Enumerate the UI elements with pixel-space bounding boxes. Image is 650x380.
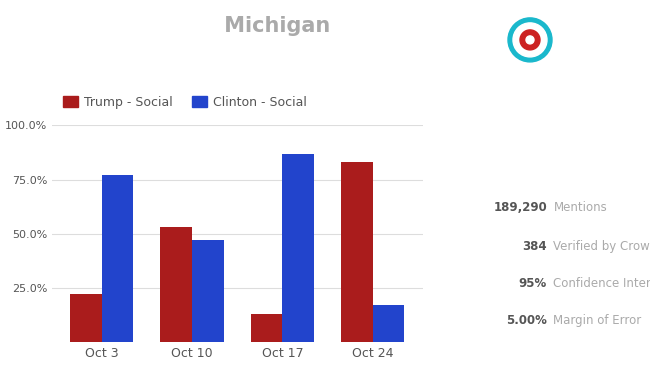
- Bar: [251, 314, 283, 342]
- Text: Trump vs Clinton: Trump vs Clinton: [12, 16, 210, 36]
- Circle shape: [526, 36, 534, 44]
- Circle shape: [520, 30, 540, 50]
- Bar: [70, 294, 101, 342]
- Text: Oct 3 - Oct 30 (by week): Oct 3 - Oct 30 (by week): [12, 56, 173, 69]
- Text: Verified by Crowd: Verified by Crowd: [554, 240, 650, 253]
- Text: 95%: 95%: [519, 277, 547, 290]
- Text: Margin of Error: Margin of Error: [554, 314, 642, 327]
- Legend: Trump - Social, Clinton - Social: Trump - Social, Clinton - Social: [58, 91, 312, 114]
- Text: BrandsEye: BrandsEye: [558, 32, 649, 48]
- Bar: [283, 154, 314, 342]
- Text: 189,290: 189,290: [493, 201, 547, 214]
- Text: 5.00%: 5.00%: [506, 314, 547, 327]
- Bar: [192, 240, 224, 342]
- Text: Michigan: Michigan: [217, 16, 330, 36]
- Bar: [161, 227, 192, 342]
- Text: 384: 384: [523, 240, 547, 253]
- Circle shape: [513, 23, 547, 57]
- Bar: [373, 305, 404, 342]
- Circle shape: [508, 18, 552, 62]
- Bar: [101, 175, 133, 342]
- Bar: [341, 162, 373, 342]
- Text: Confidence Interval: Confidence Interval: [554, 277, 650, 290]
- Text: Mentions: Mentions: [554, 201, 607, 214]
